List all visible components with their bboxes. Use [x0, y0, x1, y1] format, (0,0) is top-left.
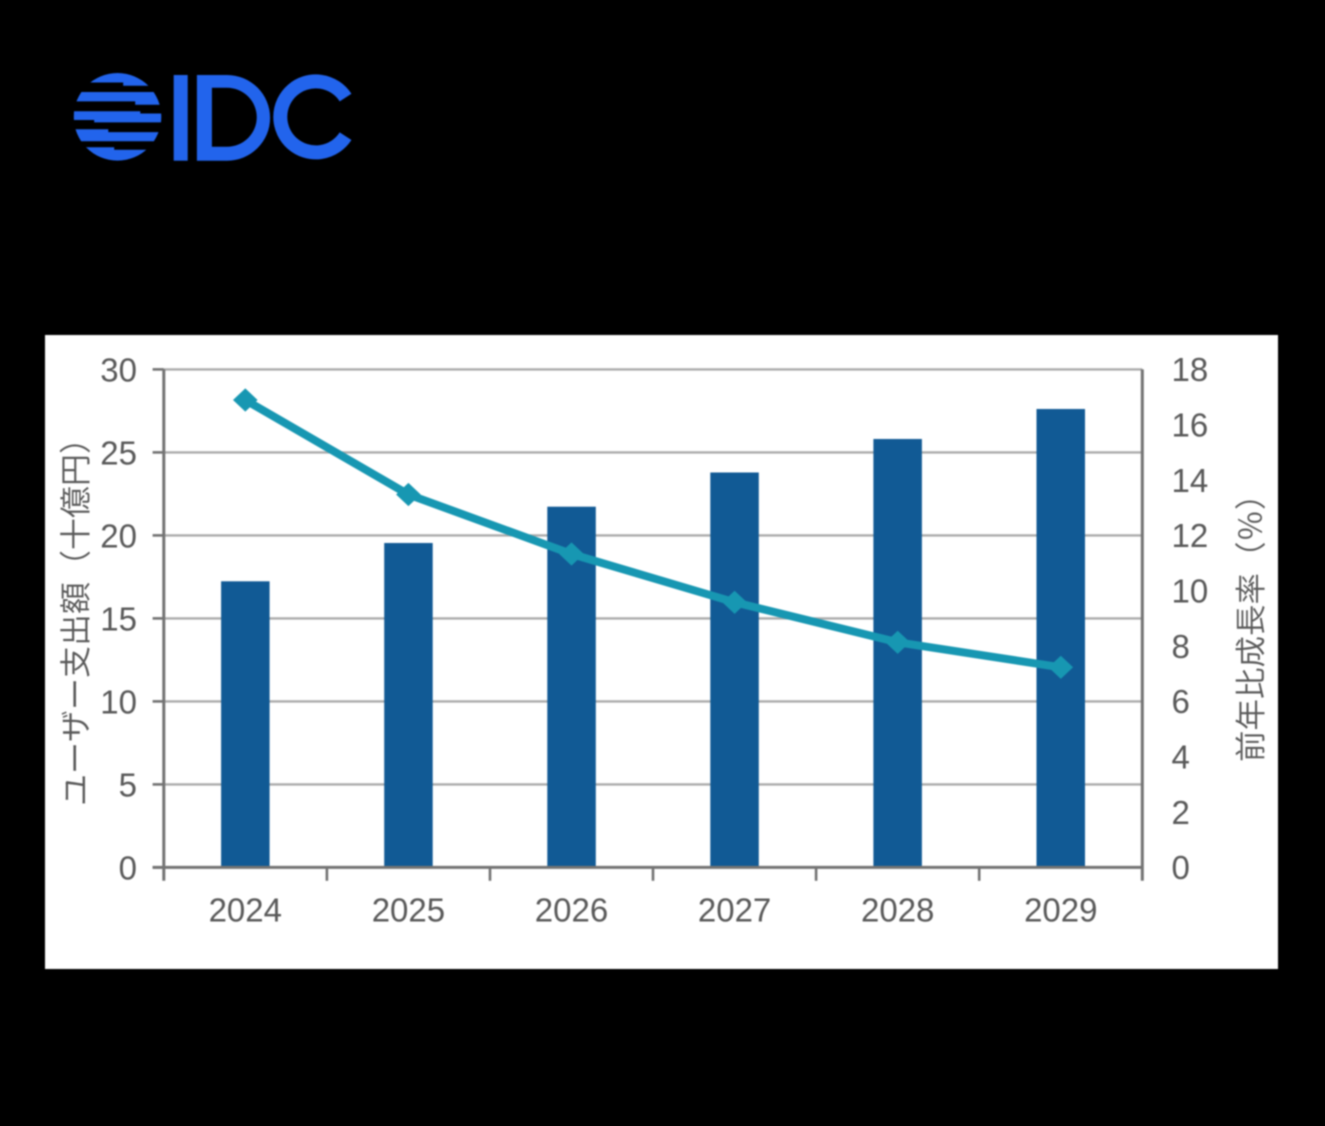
svg-text:5: 5: [119, 766, 137, 803]
svg-text:20: 20: [100, 517, 137, 554]
svg-text:8: 8: [1172, 628, 1190, 665]
svg-text:14: 14: [1172, 462, 1209, 499]
svg-text:4: 4: [1172, 738, 1190, 775]
svg-text:0: 0: [119, 849, 137, 886]
svg-text:2027: 2027: [698, 892, 771, 929]
svg-text:2028: 2028: [861, 892, 934, 929]
svg-text:0: 0: [1172, 849, 1190, 886]
svg-text:10: 10: [100, 683, 137, 720]
svg-text:6: 6: [1172, 683, 1190, 720]
svg-text:16: 16: [1172, 406, 1209, 443]
svg-text:25: 25: [100, 434, 137, 471]
svg-text:2029: 2029: [1024, 892, 1097, 929]
svg-text:2024: 2024: [209, 892, 282, 929]
svg-text:2: 2: [1172, 794, 1190, 831]
svg-text:2026: 2026: [535, 892, 608, 929]
svg-text:15: 15: [100, 600, 137, 637]
svg-text:12: 12: [1172, 517, 1209, 554]
svg-text:10: 10: [1172, 572, 1209, 609]
svg-text:18: 18: [1172, 351, 1209, 388]
svg-text:30: 30: [100, 351, 137, 388]
svg-text:2025: 2025: [372, 892, 445, 929]
